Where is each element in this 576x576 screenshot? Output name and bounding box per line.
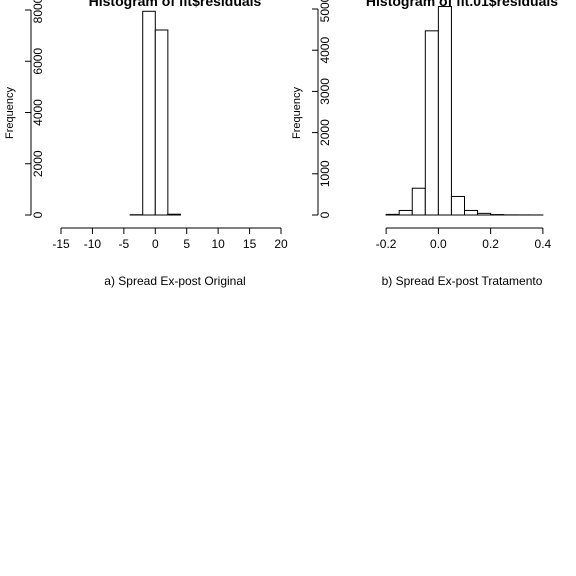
panel-b-x-tick-label: -0.2 <box>376 237 397 251</box>
panel-b-bar <box>464 209 479 216</box>
panel-a-bar <box>154 29 169 216</box>
panel-a-x-tick-label: -5 <box>119 237 130 251</box>
panel-b-x-tick-label: 0.4 <box>535 237 552 251</box>
panel-b-x-tick-label: 0.0 <box>430 237 447 251</box>
panel-a-x-tick-label: 20 <box>274 237 288 251</box>
panel-b-y-axis: 0 1000 2000 3000 4000 5000 <box>312 0 332 218</box>
panel-b-bar <box>450 195 465 216</box>
panel-a-y-tick-label: 2000 <box>31 150 45 177</box>
panel-a-y-tick-label: 0 <box>31 211 45 218</box>
panel-a-x-tick-label: 15 <box>243 237 257 251</box>
panel-a-x-axis: -15 -10 -5 0 5 10 15 20 <box>52 227 288 251</box>
panel-b-y-tick-label: 1000 <box>318 160 332 187</box>
panel-b-caption: b) Spread Ex-post Tratamento <box>382 274 543 288</box>
panel-b-bar <box>477 212 492 216</box>
panel-a-ylabel: Frequency <box>4 87 16 139</box>
panel-a-bars <box>129 10 181 216</box>
panel-b-x-tick-label: 0.2 <box>482 237 499 251</box>
panel-b: Histogram of fit.01$residuals Frequency … <box>291 0 558 288</box>
panel-b-bar <box>424 30 439 216</box>
panel-a-y-tick-label: 4000 <box>31 99 45 126</box>
panel-b-bar <box>437 6 452 216</box>
panel-b-bar <box>398 209 413 216</box>
panel-b-y-tick-label: 5000 <box>318 0 332 22</box>
panel-b-y-tick-label: 3000 <box>318 78 332 105</box>
panel-a-x-tick-label: -15 <box>52 237 70 251</box>
panel-b-y-tick-label: 2000 <box>318 119 332 146</box>
panel-a-bar <box>167 213 181 216</box>
panel-b-bars <box>385 6 544 216</box>
panel-a-title: Histogram of fit$residuals <box>89 0 262 9</box>
panel-b-title: Histogram of fit.01$residuals <box>366 0 558 9</box>
panel-a-bar <box>142 10 156 216</box>
panel-a-y-tick-label: 6000 <box>31 48 45 75</box>
panel-b-ylabel: Frequency <box>291 87 303 139</box>
panel-b-y-tick-label: 4000 <box>318 37 332 64</box>
panel-a-y-axis: 0 2000 4000 6000 8000 <box>25 0 45 218</box>
panel-b-y-tick-label: 0 <box>318 211 332 218</box>
panel-a-x-tick-label: 10 <box>211 237 225 251</box>
panel-a-caption: a) Spread Ex-post Original <box>104 274 245 288</box>
panel-a-x-tick-label: -10 <box>84 237 102 251</box>
panel-b-bar <box>411 187 426 216</box>
panel-a-x-tick-label: 5 <box>183 237 190 251</box>
panel-a-y-tick-label: 8000 <box>31 0 45 23</box>
panel-a: Histogram of fit$residuals Frequency 0 20… <box>4 0 288 288</box>
panel-a-x-tick-label: 0 <box>152 237 159 251</box>
panel-b-x-axis: -0.2 0.0 0.2 0.4 <box>376 227 552 251</box>
panel-b-bar <box>385 213 400 216</box>
